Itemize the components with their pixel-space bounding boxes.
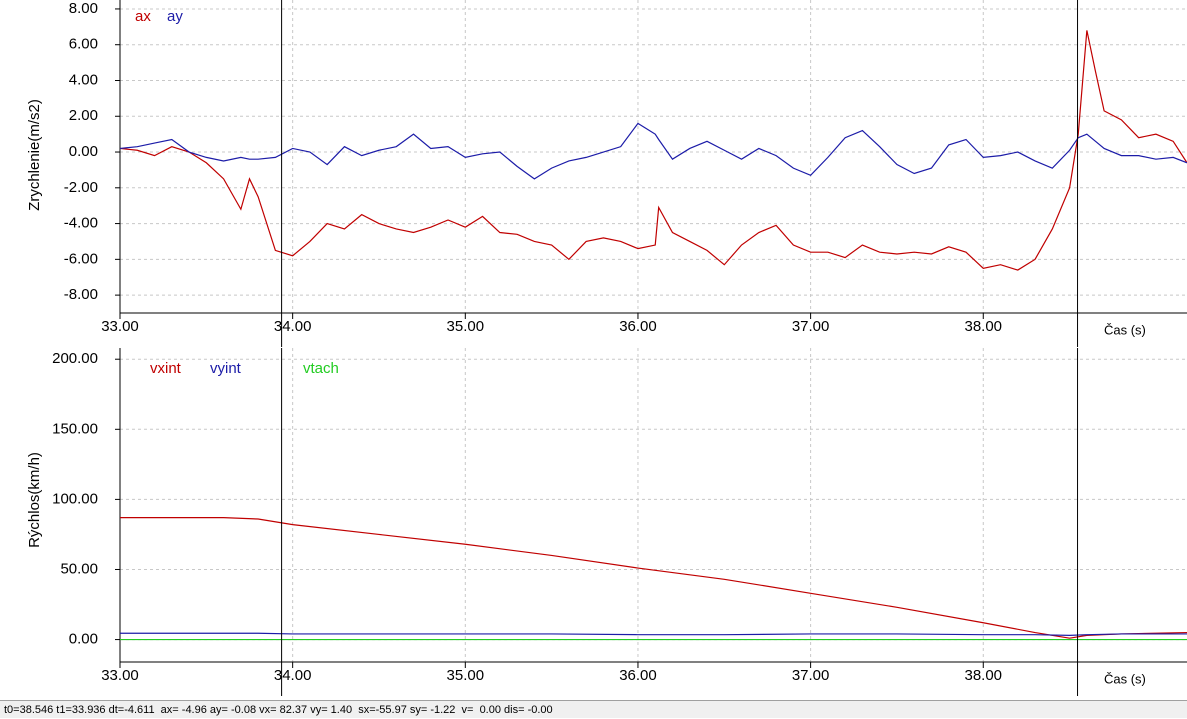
y-axis-label: Zrychlenie(m/s2) — [26, 99, 43, 211]
y-tick-label: 200.00 — [52, 350, 98, 367]
y-tick-label: 100.00 — [52, 490, 98, 507]
charts: -8.00 -6.00 -4.00 -2.00 0.00 2.00 4.00 6.00 8.00… — [26, 0, 1187, 696]
x-tick-label: 37.00 — [792, 667, 830, 684]
x-tick-label: 38.00 — [964, 667, 1002, 684]
legend-entry: vyint — [210, 360, 242, 377]
legend-entry: ax — [135, 8, 151, 25]
y-tick-label: -6.00 — [64, 250, 98, 267]
y-tick-label: -4.00 — [64, 215, 98, 232]
x-tick-label: 34.00 — [274, 318, 312, 335]
x-tick-label: 34.00 — [274, 667, 312, 684]
legend-entry: vxint — [150, 360, 182, 377]
y-tick-label: 6.00 — [69, 36, 98, 53]
y-tick-label: 150.00 — [52, 420, 98, 437]
x-tick-label: 35.00 — [447, 318, 485, 335]
x-tick-label: 33.00 — [101, 318, 139, 335]
x-axis-label: Čas (s) — [1104, 322, 1146, 337]
x-tick-label: 37.00 — [792, 318, 830, 335]
y-tick-label: 0.00 — [69, 143, 98, 160]
x-tick-label: 33.00 — [101, 667, 139, 684]
legend-entry: vtach — [303, 360, 339, 377]
y-tick-label: 2.00 — [69, 107, 98, 124]
status-bar: t0=38.546 t1=33.936 dt=-4.611 ax= -4.96 … — [0, 700, 1187, 718]
y-tick-label: 4.00 — [69, 71, 98, 88]
x-tick-label: 36.00 — [619, 667, 657, 684]
x-tick-label: 35.00 — [447, 667, 485, 684]
x-tick-label: 36.00 — [619, 318, 657, 335]
y-tick-label: 50.00 — [60, 560, 98, 577]
series-line — [120, 632, 1187, 636]
y-tick-label: -2.00 — [64, 179, 98, 196]
series-line — [120, 122, 1187, 180]
x-tick-label: 38.00 — [964, 318, 1002, 335]
legend-entry: ay — [167, 8, 183, 25]
y-tick-label: 8.00 — [69, 0, 98, 17]
series-line — [120, 30, 1187, 271]
x-axis-label: Čas (s) — [1104, 671, 1146, 686]
y-tick-label: 0.00 — [69, 631, 98, 648]
series-line — [120, 517, 1187, 639]
y-axis-label: Rýchlos(km/h) — [26, 452, 43, 548]
y-tick-label: -8.00 — [64, 286, 98, 303]
